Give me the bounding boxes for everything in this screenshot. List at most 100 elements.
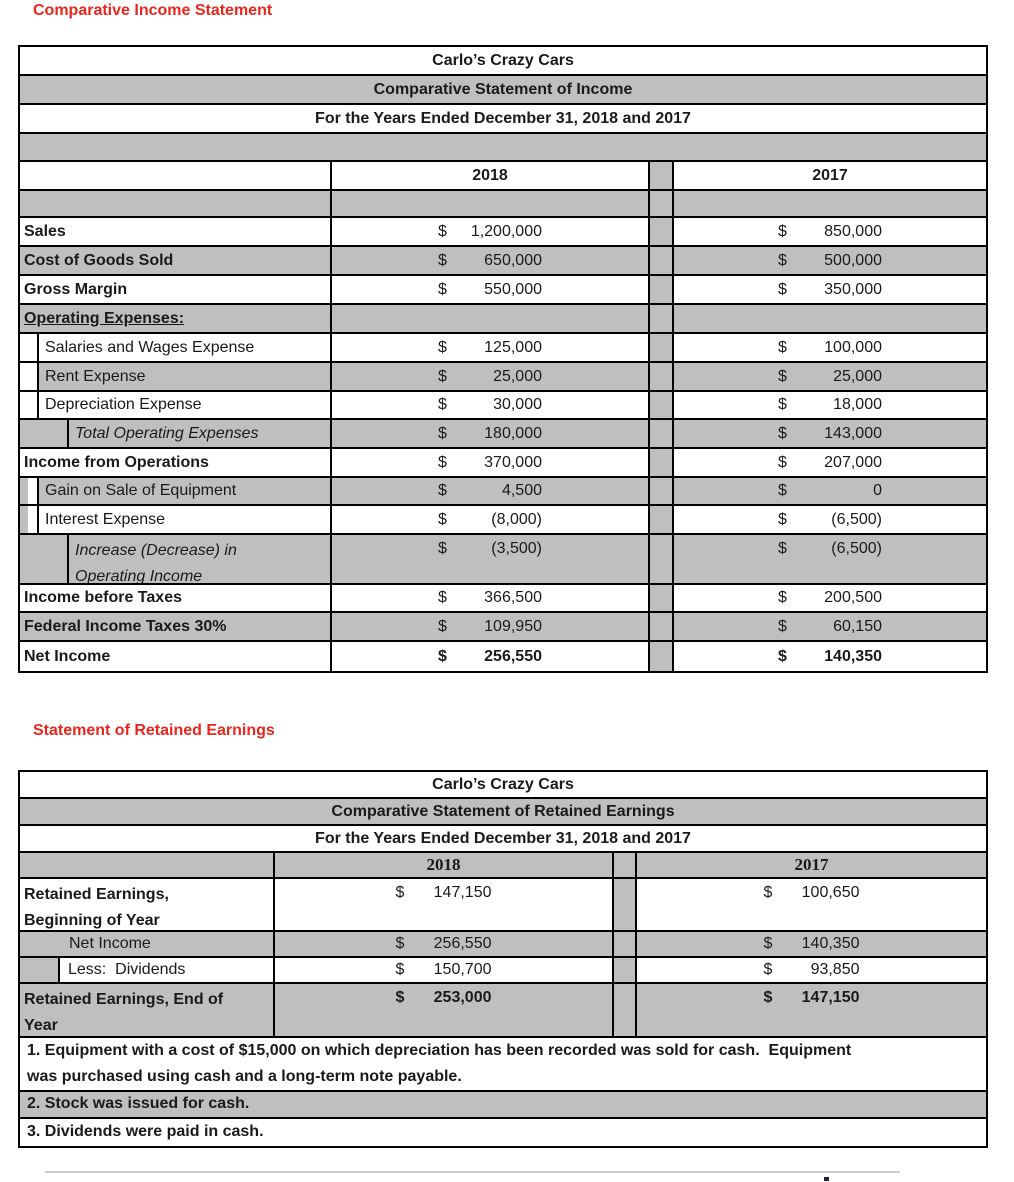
row-label: Depreciation Expense xyxy=(45,396,202,414)
separator-cell xyxy=(650,276,674,303)
value-2018: $256,550 xyxy=(332,642,650,671)
row-label: Salaries and Wages Expense xyxy=(45,338,255,356)
row-retained-earnings-end: Retained Earnings, End of Year $253,000 … xyxy=(20,984,986,1038)
row-label: Retained Earnings, Beginning of Year xyxy=(24,886,169,929)
value-2018: $370,000 xyxy=(332,449,650,476)
separator-cell xyxy=(650,218,674,245)
row-sales: Sales $1,200,000 $850,000 xyxy=(20,218,986,247)
separator-cell xyxy=(614,853,637,877)
page-divider-line xyxy=(45,1171,900,1173)
statement-period: For the Years Ended December 31, 2018 an… xyxy=(315,109,691,127)
value-2017: $25,000 xyxy=(674,363,986,390)
separator-cell xyxy=(650,191,674,216)
note-text: 1. Equipment with a cost of $15,000 on w… xyxy=(27,1041,852,1085)
row-label: Increase (Decrease) in Operating Income xyxy=(75,542,237,583)
note-row-3: 3. Dividends were paid in cash. xyxy=(20,1119,986,1146)
row-label: Net Income xyxy=(69,935,151,953)
year-header-2018: 2018 xyxy=(332,162,650,189)
row-operating-expenses-header: Operating Expenses: xyxy=(20,305,986,334)
row-label: Retained Earnings, End of Year xyxy=(24,991,224,1034)
separator-cell xyxy=(614,984,637,1036)
retained-earnings-table: Carlo’s Crazy Cars Comparative Statement… xyxy=(18,770,988,1148)
empty-row xyxy=(20,191,986,218)
value-2018: $253,000 xyxy=(275,984,614,1036)
value-2018: $366,500 xyxy=(332,585,650,611)
note-text: 3. Dividends were paid in cash. xyxy=(27,1123,264,1141)
value-2018: $180,000 xyxy=(332,420,650,447)
separator-cell xyxy=(650,162,674,189)
value-2017 xyxy=(674,305,986,332)
row-net-income: Net Income $256,550 $140,350 xyxy=(20,642,986,671)
separator-cell xyxy=(650,585,674,611)
row-salaries-wages-expense: Salaries and Wages Expense $125,000 $100… xyxy=(20,334,986,363)
value-2017: $100,000 xyxy=(778,338,882,356)
separator-cell xyxy=(650,420,674,447)
row-label: Rent Expense xyxy=(45,367,146,385)
company-name: Carlo’s Crazy Cars xyxy=(432,51,574,69)
value-2017: $60,150 xyxy=(674,613,986,640)
row-label: Cost of Goods Sold xyxy=(24,251,174,269)
separator-cell xyxy=(650,449,674,476)
row-less-dividends: Less: Dividends $150,700 $93,850 xyxy=(20,958,986,984)
note-row-1: 1. Equipment with a cost of $15,000 on w… xyxy=(20,1038,986,1092)
year-header-2017: 2017 xyxy=(812,166,848,184)
value-2018: $4,500 xyxy=(332,478,650,504)
separator-cell xyxy=(650,392,674,418)
note-text: 2. Stock was issued for cash. xyxy=(20,1092,986,1117)
row-rent-expense: Rent Expense $25,000 $25,000 xyxy=(20,363,986,392)
year-header-2017: 2017 xyxy=(637,853,986,877)
separator-cell xyxy=(650,642,674,671)
row-income-from-operations: Income from Operations $370,000 $207,000 xyxy=(20,449,986,478)
title-row-period: For the Years Ended December 31, 2018 an… xyxy=(20,105,986,134)
income-statement-table: Carlo’s Crazy Cars Comparative Statement… xyxy=(18,45,988,673)
statement-period: For the Years Ended December 31, 2018 an… xyxy=(315,829,691,847)
row-label: Less: Dividends xyxy=(68,961,186,979)
row-label: Net Income xyxy=(24,647,111,665)
row-total-operating-expenses: Total Operating Expenses $180,000 $143,0… xyxy=(20,420,986,449)
value-2018 xyxy=(332,305,650,332)
row-cost-of-goods-sold: Cost of Goods Sold $650,000 $500,000 xyxy=(20,247,986,276)
statement-title: Comparative Statement of Retained Earnin… xyxy=(20,799,986,824)
title-row-statement: Comparative Statement of Retained Earnin… xyxy=(20,799,986,826)
separator-cell xyxy=(650,305,674,332)
value-2017: $0 xyxy=(674,478,986,504)
value-2017: $147,150 xyxy=(637,984,986,1036)
title-row-company: Carlo’s Crazy Cars xyxy=(20,47,986,76)
row-label: Income before Taxes xyxy=(24,589,182,607)
company-name: Carlo’s Crazy Cars xyxy=(432,775,574,793)
value-2018: $550,000 xyxy=(332,276,650,303)
value-2018: $30,000 xyxy=(332,392,650,418)
title-row-company: Carlo’s Crazy Cars xyxy=(20,772,986,799)
note-row-2: 2. Stock was issued for cash. xyxy=(20,1092,986,1119)
value-2018: $109,950 xyxy=(332,613,650,640)
separator-cell xyxy=(650,478,674,504)
year-header-row: 2018 2017 xyxy=(20,162,986,191)
value-2018: $125,000 xyxy=(332,334,650,361)
row-label: Income from Operations xyxy=(24,453,209,471)
separator-cell xyxy=(650,334,674,361)
value-2017: $200,500 xyxy=(778,589,882,606)
separator-cell xyxy=(650,535,674,583)
value-2018: $25,000 xyxy=(332,363,650,390)
value-2017: $ (6,500) xyxy=(674,535,986,583)
row-label: Total Operating Expenses xyxy=(75,424,259,442)
row-label: Gross Margin xyxy=(24,280,128,298)
year-header-2018: 2018 xyxy=(275,853,614,877)
value-2017: $ (6,500) xyxy=(778,510,882,528)
value-2017: $143,000 xyxy=(674,420,986,447)
value-2017: $350,000 xyxy=(778,280,882,298)
statement-title: Comparative Statement of Income xyxy=(20,76,986,103)
row-federal-income-taxes: Federal Income Taxes 30% $109,950 $60,15… xyxy=(20,613,986,642)
separator-cell xyxy=(650,613,674,640)
value-2018: $1,200,000 xyxy=(332,218,650,245)
separator-cell xyxy=(614,932,637,956)
row-label: Operating Expenses: xyxy=(24,309,185,327)
separator-cell xyxy=(614,879,637,930)
value-2018: $150,700 xyxy=(275,958,614,982)
value-2018: $147,150 xyxy=(275,879,614,930)
value-2017: $500,000 xyxy=(674,247,986,274)
value-2017: $850,000 xyxy=(778,222,882,240)
row-label: Gain on Sale of Equipment xyxy=(45,482,237,500)
year-header-row: 2018 2017 xyxy=(20,853,986,879)
row-gross-margin: Gross Margin $550,000 $350,000 xyxy=(20,276,986,305)
